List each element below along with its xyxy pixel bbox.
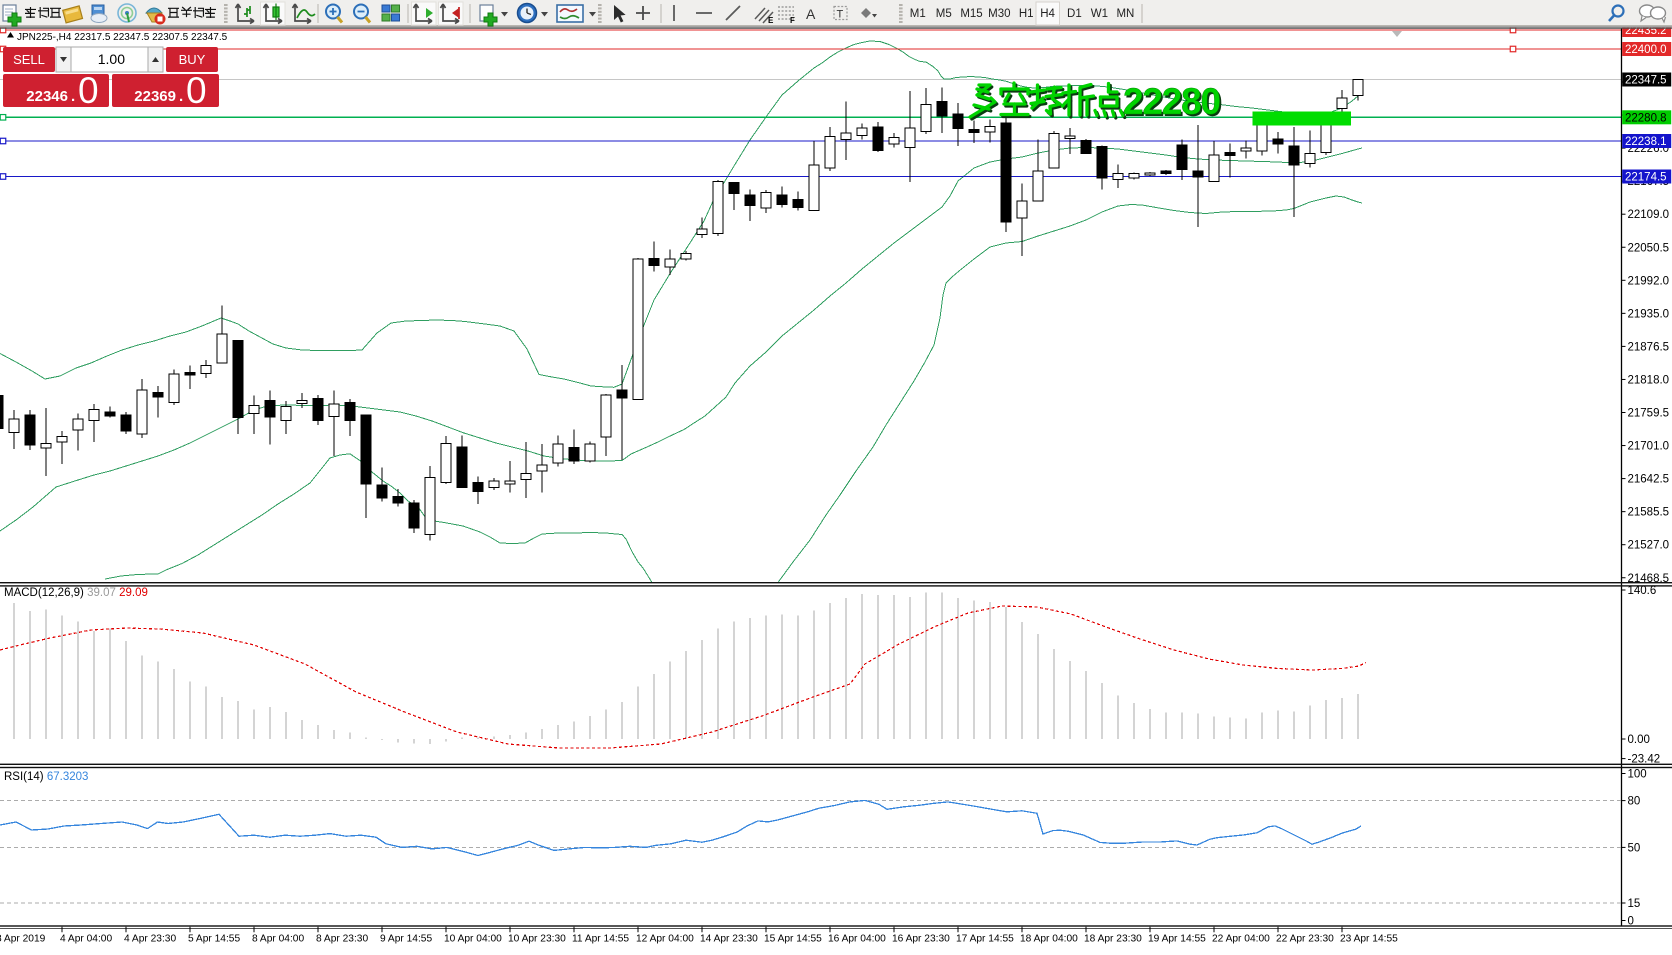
svg-text:M30: M30 [988, 8, 1010, 20]
svg-text:21818.0: 21818.0 [1628, 374, 1670, 386]
svg-text:4 Apr 04:00: 4 Apr 04:00 [60, 934, 112, 945]
svg-text:11 Apr 14:55: 11 Apr 14:55 [572, 934, 629, 945]
svg-text:21759.5: 21759.5 [1628, 408, 1670, 420]
svg-text:8 Apr 23:30: 8 Apr 23:30 [316, 934, 368, 945]
svg-text:10 Apr 23:30: 10 Apr 23:30 [508, 934, 566, 945]
svg-text:10 Apr 04:00: 10 Apr 04:00 [444, 934, 502, 945]
svg-text:E: E [768, 16, 774, 25]
svg-text:14 Apr 23:30: 14 Apr 23:30 [700, 934, 758, 945]
svg-text:0: 0 [78, 70, 99, 111]
svg-text:140.6: 140.6 [1628, 585, 1657, 597]
svg-text:19 Apr 14:55: 19 Apr 14:55 [1148, 934, 1206, 945]
svg-text:5 Apr 14:55: 5 Apr 14:55 [188, 934, 240, 945]
svg-text:8 Apr 04:00: 8 Apr 04:00 [252, 934, 304, 945]
svg-text:JPN225-,H4 22317.5 22347.5 22: JPN225-,H4 22317.5 22347.5 22307.5 22347… [17, 32, 228, 43]
svg-text:0: 0 [1628, 916, 1634, 928]
svg-text:.: . [71, 88, 75, 105]
svg-text:22174.5: 22174.5 [1625, 172, 1667, 184]
svg-text:15 Apr 14:55: 15 Apr 14:55 [764, 934, 822, 945]
svg-text:MN: MN [1116, 8, 1134, 20]
svg-text:4 Apr 23:30: 4 Apr 23:30 [124, 934, 176, 945]
svg-text:.: . [179, 88, 183, 105]
svg-text:MACD(12,26,9) 39.07 29.09: MACD(12,26,9) 39.07 29.09 [4, 587, 148, 599]
svg-text:D1: D1 [1067, 8, 1082, 20]
svg-text:22369: 22369 [134, 88, 176, 105]
svg-text:16 Apr 04:00: 16 Apr 04:00 [828, 934, 886, 945]
svg-text:50: 50 [1628, 842, 1641, 854]
svg-text:22 Apr 04:00: 22 Apr 04:00 [1212, 934, 1270, 945]
svg-text:21701.0: 21701.0 [1628, 441, 1670, 453]
svg-text:M15: M15 [960, 8, 982, 20]
svg-text:W1: W1 [1091, 8, 1108, 20]
svg-text:18 Apr 23:30: 18 Apr 23:30 [1084, 934, 1142, 945]
svg-text:21585.5: 21585.5 [1628, 507, 1670, 519]
svg-text:M5: M5 [936, 8, 952, 20]
svg-text:A: A [806, 6, 816, 22]
svg-text:22280: 22280 [1123, 81, 1221, 122]
svg-text:-23.42: -23.42 [1628, 754, 1661, 766]
svg-text:BUY: BUY [179, 52, 206, 67]
svg-text:100: 100 [1628, 769, 1647, 781]
svg-text:80: 80 [1628, 796, 1641, 808]
svg-text:22400.0: 22400.0 [1625, 44, 1667, 56]
svg-text:21876.5: 21876.5 [1628, 341, 1670, 353]
svg-text:H4: H4 [1040, 8, 1055, 20]
svg-text:22346: 22346 [26, 88, 68, 105]
svg-text:22238.1: 22238.1 [1625, 136, 1667, 148]
svg-text:22347.5: 22347.5 [1625, 75, 1667, 87]
svg-text:22109.0: 22109.0 [1628, 209, 1670, 221]
svg-text:18 Apr 04:00: 18 Apr 04:00 [1020, 934, 1078, 945]
svg-text:21468.5: 21468.5 [1628, 573, 1670, 585]
svg-text:22050.5: 22050.5 [1628, 242, 1670, 254]
svg-text:H1: H1 [1019, 8, 1034, 20]
svg-text:17 Apr 14:55: 17 Apr 14:55 [956, 934, 1014, 945]
svg-text:12 Apr 04:00: 12 Apr 04:00 [636, 934, 694, 945]
svg-text:1.00: 1.00 [98, 51, 125, 67]
svg-text:22280.8: 22280.8 [1625, 112, 1667, 124]
svg-text:0.00: 0.00 [1628, 734, 1650, 746]
svg-text:0: 0 [186, 70, 207, 111]
svg-text:21527.0: 21527.0 [1628, 540, 1670, 552]
svg-text:22 Apr 23:30: 22 Apr 23:30 [1276, 934, 1334, 945]
svg-text:9 Apr 14:55: 9 Apr 14:55 [380, 934, 432, 945]
svg-text:22280: 22280 [1125, 83, 1223, 124]
svg-text:3 Apr 2019: 3 Apr 2019 [0, 934, 46, 945]
svg-text:M1: M1 [910, 8, 926, 20]
svg-text:SELL: SELL [13, 52, 45, 67]
svg-text:21935.0: 21935.0 [1628, 308, 1670, 320]
svg-text:21992.0: 21992.0 [1628, 275, 1670, 287]
svg-text:RSI(14) 67.3203: RSI(14) 67.3203 [4, 771, 88, 783]
svg-text:23 Apr 14:55: 23 Apr 14:55 [1340, 934, 1398, 945]
svg-text:16 Apr 23:30: 16 Apr 23:30 [892, 934, 950, 945]
svg-text:T: T [837, 9, 844, 21]
svg-text:F: F [790, 16, 795, 25]
svg-text:15: 15 [1628, 898, 1641, 910]
svg-text:21642.5: 21642.5 [1628, 474, 1670, 486]
